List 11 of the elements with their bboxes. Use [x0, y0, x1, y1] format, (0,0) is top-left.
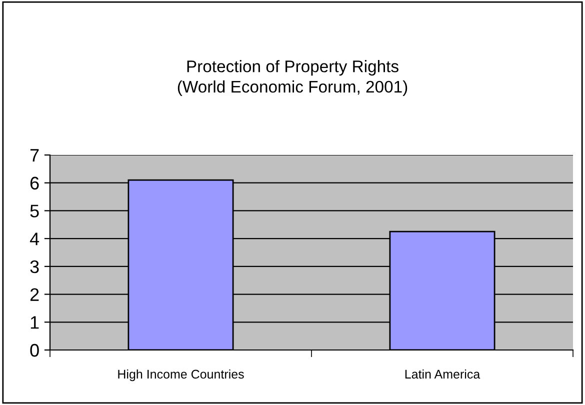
y-tick-label: 3: [30, 260, 39, 274]
y-tick-label: 5: [30, 204, 39, 218]
y-tick-label: 4: [30, 232, 40, 246]
y-tick-label: 0: [30, 344, 39, 357]
y-tick-label: 7: [30, 149, 39, 162]
y-tick-label: 1: [30, 316, 39, 329]
chart-title: Protection of Property Rights (World Economic Forum, 2001): [178, 60, 408, 96]
x-tick-label: Latin America: [405, 369, 480, 379]
y-tick-label: 6: [30, 176, 39, 190]
x-tick-label: High Income Countries: [118, 369, 244, 382]
y-tick-label: 2: [30, 288, 39, 301]
